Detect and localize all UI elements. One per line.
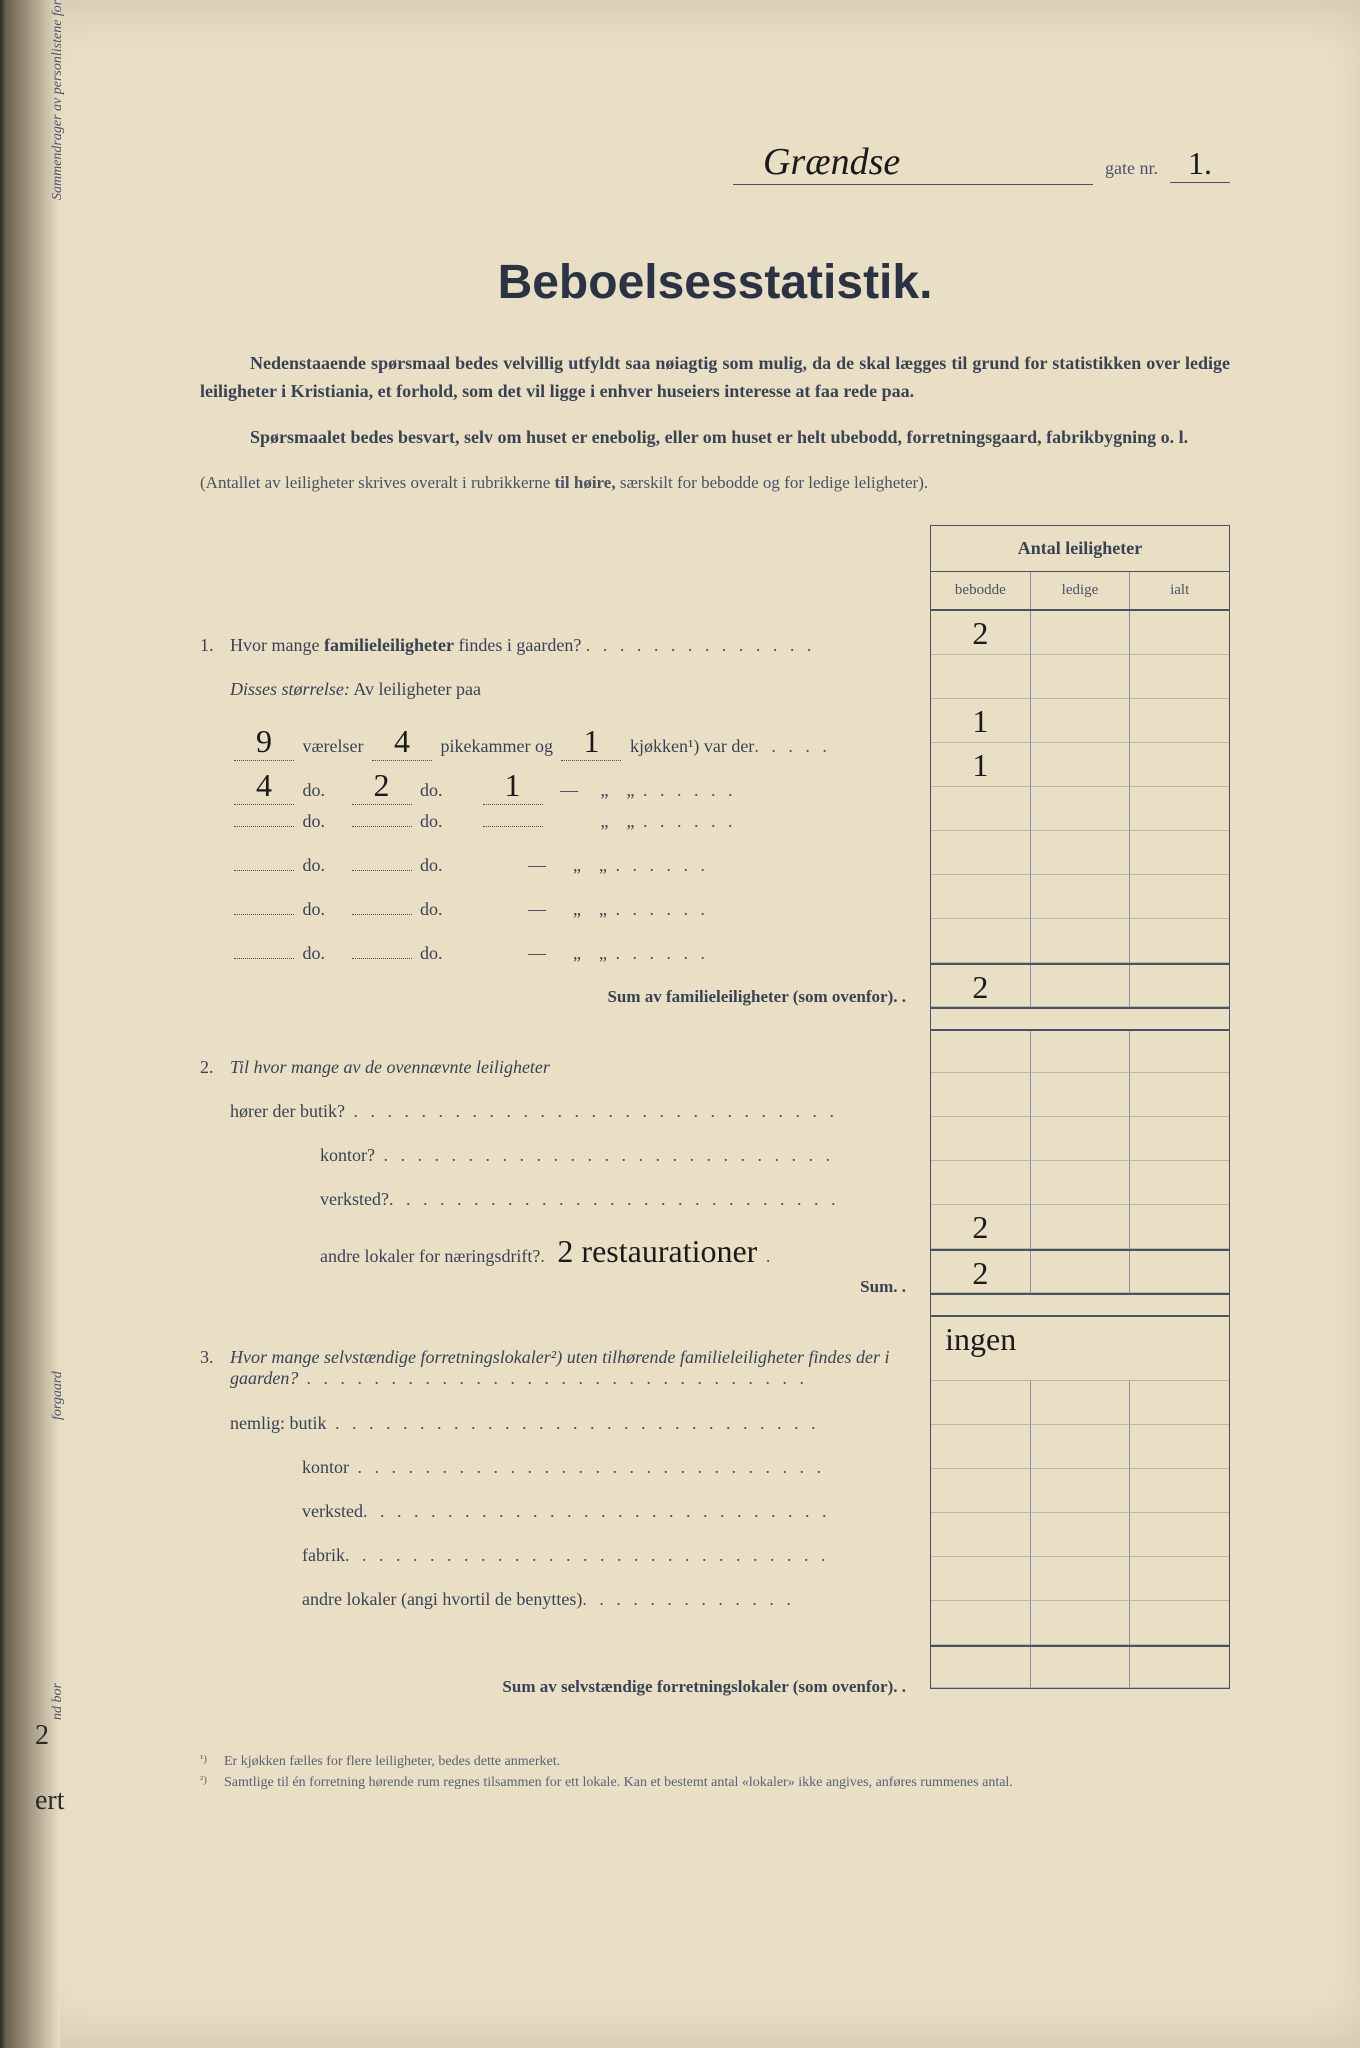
q1-number: 1. — [200, 635, 230, 656]
q1-size-row-3: do. do. „ „ . . . . . . — [200, 811, 918, 855]
q2-andre-value: 2 — [972, 1209, 988, 1245]
table-row: 1 — [930, 699, 1230, 743]
q2-sum: Sum. . — [200, 1277, 918, 1321]
intro-p2: Spørsmaalet bedes besvart, selv om huset… — [200, 424, 1230, 452]
q2-text: Til hvor mange av de ovennævnte leilighe… — [230, 1057, 918, 1078]
street-field: Grændse — [733, 140, 1093, 185]
margin-hand-1: 2 — [35, 1720, 49, 1752]
table-row-sum: 2 — [930, 1249, 1230, 1293]
margin-note-3: nd bor — [50, 1683, 66, 1720]
header-line: Grændse gate nr. 1. — [200, 140, 1230, 185]
answer-table: Antal leiligheter bebodde ledige ialt 2 … — [930, 525, 1230, 1721]
table-row-sum: 2 — [930, 963, 1230, 1007]
table-row: ingen — [930, 1315, 1230, 1381]
main-area: 1. Hvor mange familieleiligheter findes … — [200, 525, 1230, 1721]
street-name: Grændse — [763, 141, 900, 183]
q1-sum: Sum av familieleiligheter (som ovenfor).… — [200, 987, 918, 1031]
q3-kontor: kontor . . . . . . . . . . . . . . . . .… — [200, 1457, 918, 1501]
q3-fabrik: fabrik. . . . . . . . . . . . . . . . . … — [200, 1545, 918, 1589]
gate-label: gate nr. — [1105, 158, 1158, 178]
table-row: 2 — [930, 611, 1230, 655]
q3-number: 3. — [200, 1347, 230, 1368]
q3-row: 3. Hvor mange selvstændige forretningslo… — [200, 1347, 918, 1413]
table-row — [930, 1601, 1230, 1645]
footnote-1: ¹) Er kjøkken fælles for flere leilighet… — [200, 1751, 1230, 1772]
table-row — [930, 1557, 1230, 1601]
margin-hand-2: ert — [35, 1785, 65, 1817]
table-row — [930, 831, 1230, 875]
q3-text: Hvor mange selvstændige forretningslokal… — [230, 1347, 918, 1389]
q1-size-row-6: do. do. — „ „ . . . . . . — [200, 943, 918, 987]
q1-answer: 2 — [972, 615, 988, 651]
table-row — [930, 1513, 1230, 1557]
q3-andre: andre lokaler (angi hvortil de benyttes)… — [200, 1589, 918, 1633]
q1-size-row-2: 4 do. 2 do. 1 — „ „ . . . . . . — [200, 767, 918, 811]
questions-column: 1. Hvor mange familieleiligheter findes … — [200, 525, 930, 1721]
table-row — [930, 1073, 1230, 1117]
margin-note-2: forgaard — [50, 1371, 66, 1420]
table-row — [930, 1425, 1230, 1469]
q1-text: Hvor mange familieleiligheter findes i g… — [230, 635, 918, 656]
q2-andre: andre lokaler for næringsdrift?. 2 resta… — [200, 1233, 918, 1277]
q3-sum: Sum av selvstændige forretningslokaler (… — [200, 1677, 918, 1721]
table-row — [930, 1381, 1230, 1425]
table-row — [930, 919, 1230, 963]
table-title: Antal leiligheter — [931, 526, 1229, 572]
q2-verksted: verksted?. . . . . . . . . . . . . . . .… — [200, 1189, 918, 1233]
footnotes: ¹) Er kjøkken fælles for flere leilighet… — [200, 1751, 1230, 1793]
q2-row: 2. Til hvor mange av de ovennævnte leili… — [200, 1057, 918, 1101]
col-ialt: ialt — [1130, 572, 1229, 609]
q3-butik: nemlig: butik . . . . . . . . . . . . . … — [200, 1413, 918, 1457]
footnote-2: ²) Samtlige til én forretning hørende ru… — [200, 1772, 1230, 1793]
table-row — [930, 655, 1230, 699]
q3-answer: ingen — [945, 1321, 1016, 1357]
q1-size-row-5: do. do. — „ „ . . . . . . — [200, 899, 918, 943]
table-row — [930, 1161, 1230, 1205]
table-row — [930, 1029, 1230, 1073]
q2-number: 2. — [200, 1057, 230, 1078]
document-page: Sammendrager av personlistene for huset … — [0, 0, 1360, 2048]
q1-size-row-4: do. do. — „ „ . . . . . . — [200, 855, 918, 899]
q2-kontor: kontor? . . . . . . . . . . . . . . . . … — [200, 1145, 918, 1189]
table-row — [930, 1469, 1230, 1513]
margin-note-1: Sammendrager av personlistene for huset … — [50, 0, 66, 200]
page-title: Beboelsesstatistik. — [200, 255, 1230, 310]
table-row — [930, 1117, 1230, 1161]
content-area: Grændse gate nr. 1. Beboelsesstatistik. … — [0, 0, 1360, 1873]
intro-p1: Nedenstaaende spørsmaal bedes velvillig … — [200, 350, 1230, 406]
table-header: Antal leiligheter bebodde ledige ialt — [930, 525, 1230, 611]
table-row — [930, 875, 1230, 919]
gate-nr: 1. — [1188, 145, 1212, 181]
q1-size-row-1: 9 værelser 4 pikekammer og 1 kjøkken¹) v… — [200, 723, 918, 767]
col-ledige: ledige — [1031, 572, 1131, 609]
table-row-sum — [930, 1645, 1230, 1689]
q1-row: 1. Hvor mange familieleiligheter findes … — [200, 635, 918, 679]
q1-sub: Disses størrelse: Av leiligheter paa — [200, 679, 918, 723]
intro-p3: (Antallet av leiligheter skrives overalt… — [200, 470, 1230, 496]
q1-sum-value: 2 — [972, 969, 988, 1005]
binding-edge — [0, 0, 60, 2048]
col-bebodde: bebodde — [931, 572, 1031, 609]
q3-verksted: verksted. . . . . . . . . . . . . . . . … — [200, 1501, 918, 1545]
table-row: 2 — [930, 1205, 1230, 1249]
table-row: 1 — [930, 743, 1230, 787]
gate-nr-field: 1. — [1170, 145, 1230, 183]
table-row — [930, 787, 1230, 831]
q2-butik: hører der butik? . . . . . . . . . . . .… — [200, 1101, 918, 1145]
q2-sum-value: 2 — [972, 1255, 988, 1291]
